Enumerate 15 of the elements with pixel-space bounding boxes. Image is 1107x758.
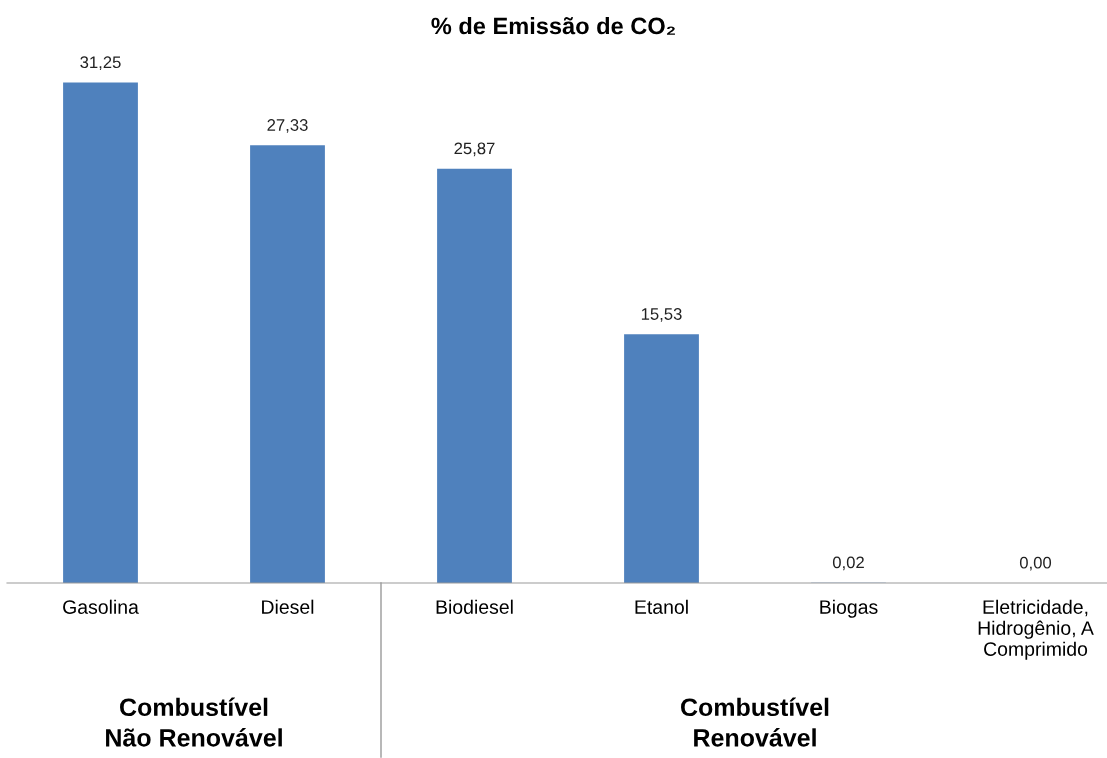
chart-title: % de Emissão de CO₂ (431, 17, 675, 35)
x-tick-label: Gasolina (63, 599, 139, 614)
data-label: 0,00 (1019, 556, 1052, 571)
x-tick-label: Diesel (262, 599, 314, 614)
x-tick-label: Biogas (820, 599, 878, 618)
x-tick-label: Etanol (635, 599, 688, 614)
data-label: 27,33 (267, 119, 308, 133)
x-tick-label: Biodiesel (436, 599, 513, 614)
text: Combustível Renovável (681, 697, 829, 747)
data-label: 0,02 (832, 556, 864, 571)
data-label: 25,87 (454, 142, 495, 157)
text: Combustível Não Renovável (106, 697, 282, 747)
x-tick-label: Eletricidade, Hidrogênio, A Comprimido (978, 599, 1094, 660)
data-label: 15,53 (641, 308, 682, 322)
data-label: 31,25 (80, 56, 121, 71)
